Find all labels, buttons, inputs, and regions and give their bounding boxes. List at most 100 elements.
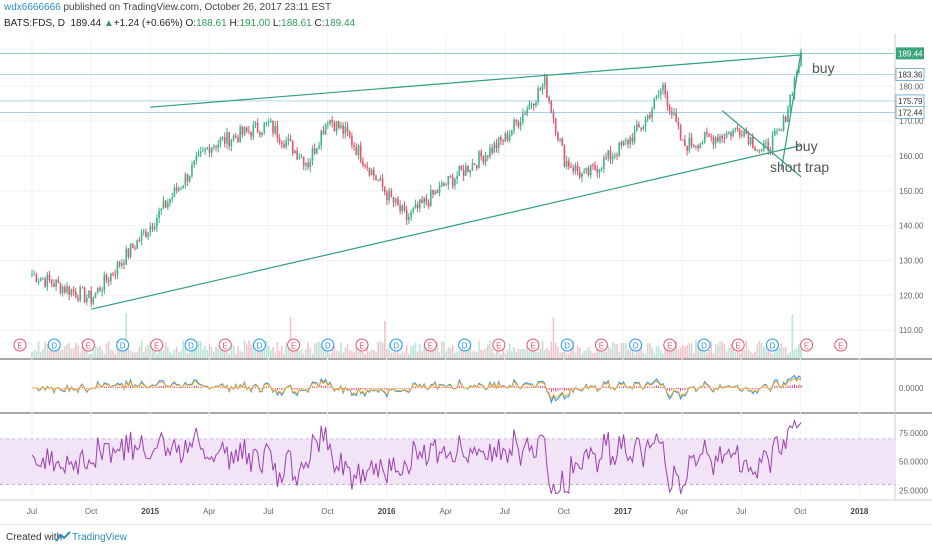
- volume-bar: [252, 343, 255, 358]
- volume-bar: [202, 349, 204, 358]
- time-tick-label: Oct: [321, 507, 334, 516]
- volume-bar: [795, 347, 798, 358]
- volume-bar: [425, 345, 428, 358]
- candle-body: [662, 84, 664, 91]
- candle-body: [517, 121, 520, 127]
- volume-bar: [780, 343, 783, 358]
- volume-bar: [719, 341, 721, 358]
- volume-bar: [578, 347, 581, 358]
- volume-bar: [300, 349, 303, 358]
- candle-body: [565, 160, 568, 167]
- candle-body: [287, 138, 290, 142]
- volume-bar: [230, 343, 233, 358]
- candle-body: [72, 289, 75, 292]
- volume-bar: [46, 344, 49, 358]
- volume-bar: [248, 340, 250, 358]
- candle-body: [467, 165, 469, 173]
- volume-bar: [88, 353, 90, 358]
- rsi-band: [0, 438, 895, 485]
- volume-bar: [379, 340, 382, 358]
- candle-body: [256, 123, 259, 133]
- candle-body: [412, 208, 415, 212]
- time-tick-label: Oct: [558, 507, 571, 516]
- candle-body: [596, 169, 599, 173]
- candle-body: [791, 94, 794, 96]
- volume-bar: [486, 344, 489, 358]
- candle-body: [539, 88, 542, 90]
- candle-body: [666, 94, 669, 106]
- candle-body: [410, 211, 412, 217]
- volume-bar: [471, 351, 474, 358]
- candle-body: [627, 139, 629, 145]
- volume-bar: [572, 341, 575, 358]
- candle-body: [530, 104, 533, 106]
- candle-body: [749, 137, 752, 144]
- candle-body: [657, 94, 660, 96]
- volume-bar: [99, 346, 101, 358]
- volume-bar: [164, 342, 167, 358]
- rsi-line: [31, 418, 802, 495]
- candle-body: [127, 248, 130, 257]
- marker-letter: E: [223, 342, 228, 351]
- volume-bar: [75, 342, 77, 358]
- candle-body: [221, 137, 224, 139]
- candle-body: [486, 155, 489, 157]
- volume-bar: [399, 353, 401, 358]
- candle-body: [620, 142, 623, 146]
- candle-body: [348, 131, 351, 137]
- volume-bar: [136, 351, 138, 358]
- candle-body: [394, 198, 397, 203]
- volume-bar: [734, 352, 737, 358]
- candle-body: [291, 140, 294, 154]
- trendline: [150, 54, 802, 108]
- candle-body: [114, 274, 117, 276]
- candle-body: [673, 112, 675, 115]
- time-tick-label: Apr: [676, 507, 689, 516]
- price-tick-label: 130.00: [899, 256, 924, 265]
- candle-body: [386, 192, 388, 201]
- high-value: 191.00: [239, 18, 271, 29]
- tradingview-brand-link[interactable]: TradingView: [72, 532, 128, 543]
- candle-body: [364, 164, 366, 167]
- candle-body: [719, 135, 721, 142]
- volume-bar: [311, 353, 314, 358]
- candle-body: [44, 278, 46, 287]
- volume-bar: [204, 346, 206, 358]
- candle-body: [721, 135, 723, 139]
- candle-body: [493, 143, 496, 153]
- earnings-marker: [492, 338, 506, 352]
- volume-bar: [673, 343, 675, 358]
- candle-body: [55, 279, 57, 287]
- volume-bar: [589, 350, 592, 358]
- volume-bar: [692, 353, 695, 358]
- volume-bar: [776, 343, 778, 358]
- trendline: [91, 144, 802, 310]
- marker-letter: E: [359, 342, 364, 351]
- volume-bar: [245, 343, 248, 358]
- chart-canvas[interactable]: 110.00 120.00 130.00 140.00 150.00 160.00 170.…: [0, 0, 932, 524]
- marker-letter: E: [86, 342, 91, 351]
- volume-bar: [554, 343, 557, 358]
- volume-bar: [381, 342, 384, 358]
- symbol-line: BATS:FDS, D 189.44 ▲+1.24 (+0.66%) O:188…: [4, 18, 355, 29]
- candle-body: [800, 53, 802, 66]
- volume-bar: [743, 350, 745, 358]
- candle-body: [692, 145, 695, 147]
- volume-bar: [646, 343, 649, 358]
- volume-bar: [451, 344, 454, 358]
- volume-bar: [366, 344, 369, 358]
- author-link[interactable]: wdx6666666: [4, 2, 61, 13]
- volume-bar: [263, 344, 266, 358]
- symbol-label[interactable]: BATS:FDS, D: [4, 18, 65, 29]
- candle-body: [401, 205, 404, 212]
- candle-body: [756, 150, 759, 152]
- volume-bar: [684, 346, 686, 358]
- candle-body: [646, 115, 649, 120]
- candle-body: [668, 105, 671, 112]
- candle-body: [445, 184, 447, 186]
- candle-body: [112, 273, 114, 275]
- volume-bar: [423, 344, 426, 358]
- volume-bar: [147, 344, 149, 358]
- volume-bar: [504, 353, 507, 358]
- volume-bar: [131, 351, 134, 358]
